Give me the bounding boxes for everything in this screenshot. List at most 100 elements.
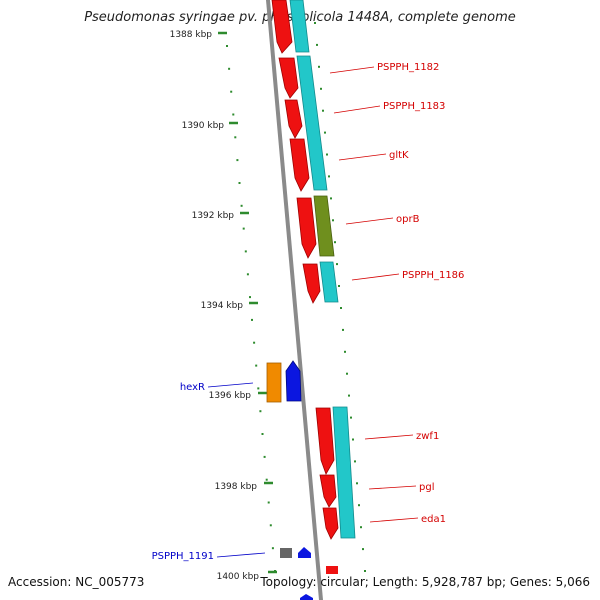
cds-arrow-hexR[interactable] [285,360,302,402]
guide-dot [255,364,258,367]
guide-dot [269,524,272,527]
cds-arrow[interactable] [284,99,303,139]
guide-dot [253,341,256,344]
label-leader [338,153,387,161]
label-leader [368,485,417,490]
guide-dot [346,372,348,375]
guide-dot [362,548,364,551]
guide-dot [263,455,266,458]
guide-dot [246,273,249,276]
guide-dot [354,460,356,463]
guide-dot [230,90,233,93]
genes-text: Genes: 5,066 [509,575,590,589]
guide-dot [350,416,352,419]
length-text: Length: 5,928,787 bp [372,575,502,589]
cds-arrow[interactable] [278,57,299,99]
guide-dot [344,350,346,353]
cds-arrow[interactable] [289,138,310,192]
ruler-dots [226,22,366,572]
cds-block-hexR-neighbor[interactable] [266,362,282,403]
genome-summary: Topology: circular; Length: 5,928,787 bp… [260,575,590,589]
guide-dot [330,197,332,200]
label-leader [369,517,419,523]
guide-dot [342,328,344,331]
cds-arrow[interactable] [302,263,321,304]
guide-dot [318,65,320,68]
genome-backbone [266,0,323,600]
gene-label-PSPPH_1183[interactable]: PSPPH_1183 [383,101,445,112]
guide-dot [236,159,239,162]
gene-label-oprB[interactable]: oprB [396,214,420,225]
guide-dot [238,182,241,184]
homolog-block[interactable] [313,195,335,257]
cds-block[interactable] [326,566,338,574]
reverse-cds-track [266,360,313,600]
guide-dot [316,43,318,46]
guide-dot [228,67,231,70]
guide-dot [356,482,358,485]
guide-dot [338,285,340,287]
guide-dot [334,241,336,244]
separator: ; [364,575,373,589]
forward-cds-track [271,0,339,574]
cds-arrow[interactable] [322,507,339,540]
ruler-label-1394: 1394 kbp [201,301,244,311]
gene-labels: PSPPH_1182 PSPPH_1183 gltK oprB PSPPH_11… [152,62,465,562]
gene-label-PSPPH_1191[interactable]: PSPPH_1191 [152,551,214,562]
ruler-label-1396: 1396 kbp [209,391,252,401]
guide-dot [314,22,316,24]
guide-dot [244,250,247,253]
gene-label-pgl[interactable]: pgl [419,482,434,493]
label-leader [333,105,381,114]
gene-label-eda1[interactable]: eda1 [421,514,446,525]
cds-arrow[interactable] [319,474,337,508]
ruler-label-1398: 1398 kbp [215,482,258,492]
guide-dot [240,204,243,207]
ruler-label-1388: 1388 kbp [170,30,213,40]
guide-dot [259,410,262,413]
gene-label-PSPPH_1182[interactable]: PSPPH_1182 [377,62,439,73]
cds-arrow[interactable] [296,197,317,259]
gene-label-zwf1[interactable]: zwf1 [416,431,439,442]
guide-dot [324,131,326,134]
guide-dot [322,109,324,112]
guide-dot [360,526,362,529]
cds-block-gray[interactable] [280,548,292,558]
cds-arrow-PSPPH_1191[interactable] [298,547,311,558]
ruler-label-1392: 1392 kbp [192,211,235,221]
homolog-block[interactable] [332,406,356,539]
label-leader [351,273,400,281]
guide-dot [358,504,360,507]
ruler-label-1400: 1400 kbp [217,572,260,582]
homolog-block[interactable] [289,0,310,53]
guide-dot [332,219,334,222]
label-leader [345,217,394,225]
separator: ; [502,575,510,589]
cds-arrow[interactable] [315,407,335,475]
guide-dot [328,175,330,178]
guide-dot [267,501,270,504]
homolog-block[interactable] [296,55,328,191]
homolog-block[interactable] [319,261,339,303]
label-leader [364,434,414,440]
gene-label-hexR[interactable]: hexR [180,382,205,393]
ruler: 1388 kbp 1390 kbp 1392 kbp 1394 kbp 1396… [170,30,277,582]
gene-label-gltK[interactable]: gltK [389,150,409,161]
cds-arrow[interactable] [300,594,313,600]
guide-dot [348,394,350,397]
guide-dot [261,433,264,435]
guide-dot [336,263,338,266]
guide-dot [257,387,260,390]
guide-dot [320,87,322,90]
cds-arrow[interactable] [271,0,293,54]
label-leader [329,66,375,74]
guide-dot [326,153,328,156]
homolog-track [289,0,356,539]
accession-text: Accession: NC_005773 [8,575,145,589]
gene-label-PSPPH_1186[interactable]: PSPPH_1186 [402,270,464,281]
guide-dot [352,438,354,441]
label-leader [216,552,266,558]
guide-dot [249,296,251,299]
guide-dot [364,570,366,572]
